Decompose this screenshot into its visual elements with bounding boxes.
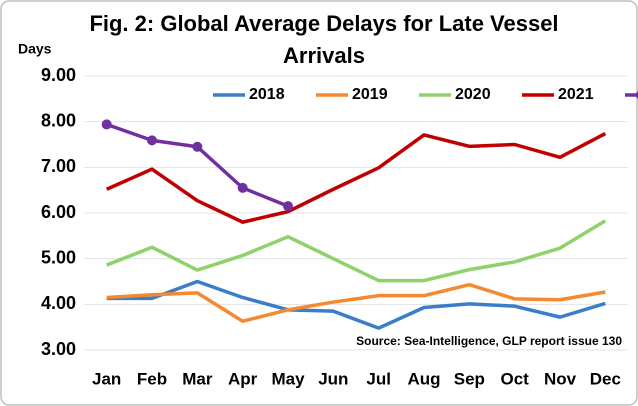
x-tick-label: Apr	[228, 369, 258, 388]
y-tick-label: 5.00	[41, 247, 76, 267]
series-line	[106, 282, 606, 323]
series-line	[106, 279, 606, 330]
point	[237, 182, 248, 193]
legend-label: 2019	[352, 86, 388, 103]
point	[101, 119, 112, 130]
chart-title: Fig. 2: Global Average Delays for Late V…	[89, 11, 559, 68]
legend-label: 2020	[455, 86, 491, 103]
point	[192, 141, 203, 152]
x-tick-label: Mar	[182, 369, 213, 388]
y-tick-label: 4.00	[41, 293, 76, 313]
x-tick-label: Jul	[366, 369, 391, 388]
y-axis-label: Days	[18, 41, 52, 57]
series-line	[105, 131, 607, 224]
point	[147, 135, 157, 146]
x-tick-label: Feb	[137, 369, 167, 388]
point	[283, 201, 293, 212]
y-tick-label: 7.00	[41, 156, 76, 176]
x-tick-label: Dec	[590, 369, 621, 388]
x-tick-label: Jan	[92, 369, 121, 388]
x-tick-label: Sep	[454, 369, 485, 388]
x-tick-label: Nov	[544, 369, 577, 388]
x-tick-label: May	[271, 369, 305, 388]
series-line	[106, 219, 607, 283]
legend-label: 2018	[249, 86, 285, 103]
y-tick-label: 9.00	[41, 65, 76, 85]
y-tick-label: 6.00	[41, 202, 76, 222]
source-note: Source: Sea-Intelligence, GLP report iss…	[356, 334, 622, 348]
y-tick-label: 8.00	[41, 110, 76, 130]
legend-label: 2021	[558, 86, 594, 103]
x-tick-label: Aug	[407, 369, 440, 388]
y-tick-label: 3.00	[41, 339, 76, 359]
x-tick-label: Jun	[318, 369, 348, 388]
x-tick-label: Oct	[500, 369, 529, 388]
